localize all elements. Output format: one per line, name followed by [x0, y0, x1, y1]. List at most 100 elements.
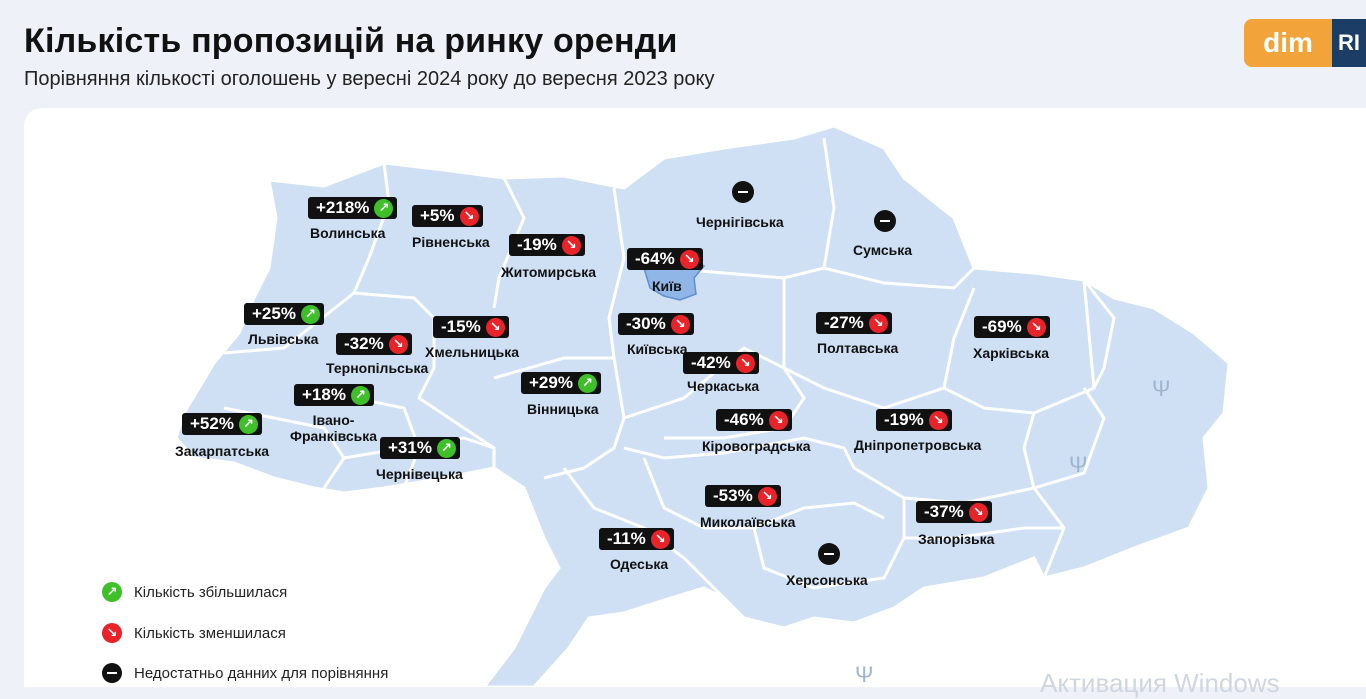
region-badge-cherkaska[interactable]: -42% ↘	[683, 352, 759, 374]
change-value: -19%	[884, 410, 924, 429]
minus-circle-icon	[732, 181, 754, 203]
trident-icon: Ψ	[855, 662, 874, 687]
arrow-down-right-icon: ↘	[868, 313, 888, 333]
region-label-zaporizka: Запорізька	[918, 531, 995, 547]
border-kirovohrad	[623, 436, 856, 469]
arrow-down-right-icon: ↘	[679, 249, 699, 269]
region-label-cherkaska: Черкаська	[687, 378, 760, 394]
border-zhytomyr-kyiv	[607, 187, 626, 359]
border-khmelnytsky	[417, 318, 496, 468]
region-badge-lvivska[interactable]: +25% ↗	[244, 303, 324, 325]
region-badge-mykolaivska[interactable]: -53% ↘	[705, 485, 781, 507]
border-kherson	[752, 498, 906, 590]
region-badge-zhytomyrska[interactable]: -19% ↘	[509, 234, 585, 256]
region-label-khmelnytska: Хмельницька	[425, 344, 520, 360]
change-value: -32%	[344, 334, 384, 353]
region-badge-odeska[interactable]: -11% ↘	[599, 528, 674, 550]
change-value: +5%	[420, 206, 455, 225]
region-label-volynska: Волинська	[310, 225, 386, 241]
region-badge-ternopilska[interactable]: -32% ↘	[336, 333, 412, 355]
border-chernihiv	[663, 137, 836, 280]
region-label-zakarpatska: Закарпатська	[175, 443, 270, 459]
brand-logo[interactable]: dim RI	[1244, 19, 1366, 67]
arrow-up-right-icon: ↗	[300, 304, 320, 324]
arrow-down-right-icon: ↘	[928, 410, 948, 430]
page-title: Кількість пропозицій на ринку оренди	[24, 22, 678, 60]
region-label-chernivetska: Чернівецька	[376, 466, 463, 482]
border-lviv	[223, 291, 436, 355]
change-value: +18%	[302, 385, 346, 404]
arrow-up-right-icon: ↗	[374, 198, 394, 218]
change-value: +29%	[529, 373, 573, 392]
minus-circle-icon	[874, 210, 896, 232]
ivano-frankivska-line: Івано- Франківська	[290, 412, 378, 444]
change-value: +25%	[252, 304, 296, 323]
region-badge-dnipropetrovska[interactable]: -19% ↘	[876, 409, 952, 431]
region-badge-volynska[interactable]: +218% ↗	[308, 197, 398, 219]
legend-increase: ↗ Кількість збільшилася	[102, 582, 287, 602]
arrow-down-right-icon: ↘	[735, 353, 755, 373]
arrow-down-right-icon: ↘	[670, 314, 690, 334]
border-donetsk	[1022, 412, 1066, 579]
region-badge-khmelnytska[interactable]: -15% ↘	[433, 316, 509, 338]
change-value: -46%	[724, 410, 764, 429]
region-badge-kyivska[interactable]: -30% ↘	[618, 313, 694, 335]
arrow-up-right-icon: ↗	[102, 582, 122, 602]
region-label-rivnenska: Рівненська	[412, 234, 490, 250]
change-value: -37%	[924, 502, 964, 521]
logo-ria: RI	[1332, 19, 1366, 67]
change-value: -11%	[607, 529, 646, 548]
arrow-down-right-icon: ↘	[650, 529, 670, 549]
change-value: +52%	[190, 414, 234, 433]
region-label-kyivska: Київська	[627, 341, 688, 357]
arrow-down-right-icon: ↘	[561, 235, 581, 255]
region-label-odeska: Одеська	[610, 556, 669, 572]
region-label-dnipropetrovska: Дніпропетровська	[854, 437, 982, 453]
region-badge-zakarpatska[interactable]: +52% ↗	[182, 413, 262, 435]
arrow-down-right-icon: ↘	[768, 410, 788, 430]
change-value: +218%	[316, 198, 370, 217]
change-value: -30%	[626, 314, 666, 333]
region-label-kirovohradska: Кіровоградська	[702, 438, 811, 454]
logo-dim: dim	[1244, 19, 1332, 67]
border-poltava	[782, 278, 976, 410]
legend-no-data-label: Недостатньо данних для порівняння	[134, 664, 389, 682]
arrow-up-right-icon: ↗	[436, 438, 456, 458]
region-label-kyiv: Київ	[652, 278, 682, 294]
region-label-chernihivska: Чернігівська	[696, 214, 784, 230]
arrow-up-right-icon: ↗	[577, 373, 597, 393]
region-badge-kyiv[interactable]: -64% ↘	[627, 248, 703, 270]
change-value: -69%	[982, 317, 1022, 336]
region-badge-zaporizka[interactable]: -37% ↘	[916, 501, 992, 523]
region-label-ternopilska: Тернопільська	[326, 360, 429, 376]
trident-icon: Ψ	[1069, 452, 1088, 477]
legend-increase-label: Кількість збільшилася	[134, 583, 288, 601]
region-badge-rivnenska[interactable]: +5% ↘	[412, 205, 483, 227]
region-badge-ivano-frankivska[interactable]: +18% ↗	[294, 384, 374, 406]
region-label-sumska: Сумська	[853, 242, 913, 258]
region-badge-kirovohradska[interactable]: -46% ↘	[716, 409, 792, 431]
minus-circle-icon	[818, 543, 840, 565]
region-label-zhytomyrska: Житомирська	[501, 264, 596, 280]
region-badge-chernivetska[interactable]: +31% ↗	[380, 437, 460, 459]
change-value: -64%	[635, 249, 675, 268]
region-label-lvivska: Львівська	[248, 331, 319, 347]
region-label-khersonska: Херсонська	[786, 572, 868, 588]
arrow-down-right-icon: ↘	[388, 334, 408, 354]
change-value: -19%	[517, 235, 557, 254]
change-value: +31%	[388, 438, 432, 457]
border-volyn-rivne	[352, 162, 391, 294]
border-zaporizhzhia	[904, 526, 1064, 540]
region-label-vinnytska: Вінницька	[527, 401, 599, 417]
ukraine-country-shape	[174, 124, 1231, 687]
border-luhansk	[1082, 279, 1116, 389]
region-badge-vinnytska[interactable]: +29% ↗	[521, 372, 601, 394]
region-badge-poltavska[interactable]: -27% ↘	[816, 312, 892, 334]
border-sumy	[823, 266, 976, 290]
change-value: -53%	[713, 486, 753, 505]
arrow-down-right-icon: ↘	[968, 502, 988, 522]
region-badge-kharkivska[interactable]: -69% ↘	[974, 316, 1050, 338]
border-crimea	[743, 576, 985, 650]
arrow-down-right-icon: ↘	[757, 486, 777, 506]
region-label-mykolaivska: Миколаївська	[700, 514, 796, 530]
